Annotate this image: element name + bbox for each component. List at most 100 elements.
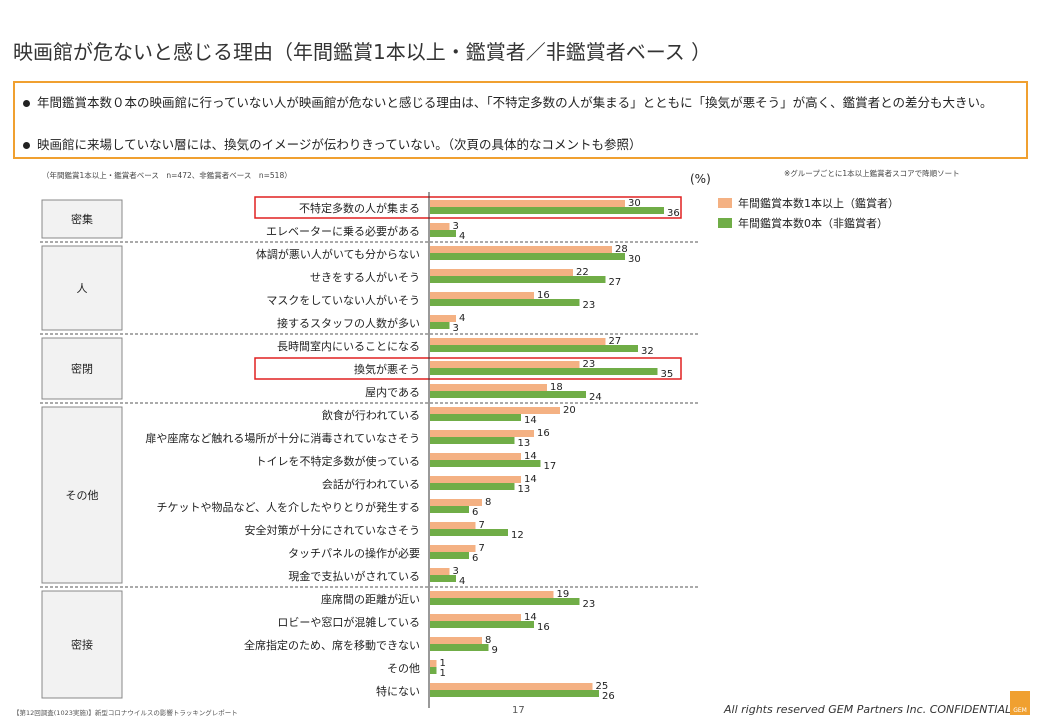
value-label-series2: 36: [667, 208, 680, 219]
category-label: エレベーターに乗る必要がある: [266, 224, 420, 238]
value-label-series2: 13: [518, 438, 531, 449]
bullet-dot-icon: [23, 142, 30, 149]
bar-series2: [430, 575, 456, 582]
copyright: All rights reserved GEM Partners Inc. CO…: [724, 703, 1012, 716]
bar-series1: [430, 683, 593, 690]
bar-series2: [430, 253, 625, 260]
bar-series1: [430, 476, 521, 483]
bar-series2: [430, 552, 469, 559]
value-label-series1: 7: [479, 543, 485, 554]
category-label: 体調が悪い人がいても分からない: [256, 247, 420, 261]
value-label-series1: 4: [459, 313, 465, 324]
category-label: ロビーや窓口が混雑している: [277, 615, 420, 629]
value-label-series2: 9: [492, 645, 498, 656]
bar-series2: [430, 414, 521, 421]
bar-series1: [430, 223, 450, 230]
category-label: タッチパネルの操作が必要: [288, 546, 420, 560]
value-label-series1: 7: [479, 520, 485, 531]
bar-series1: [430, 568, 450, 575]
bar-series2: [430, 276, 606, 283]
bar-series1: [430, 384, 547, 391]
group-label: 密接: [71, 638, 93, 652]
value-label-series1: 19: [557, 589, 570, 600]
value-label-series1: 18: [550, 382, 563, 393]
chart-legend: 年間鑑賞本数1本以上（鑑賞者） 年間鑑賞本数0本（非鑑賞者）: [718, 193, 899, 233]
value-label-series2: 4: [459, 576, 465, 587]
legend-swatch-series2: [718, 218, 732, 228]
bar-series1: [430, 338, 606, 345]
category-label: 扉や座席など触れる場所が十分に消毒されていなさそう: [145, 431, 420, 445]
bar-series2: [430, 644, 489, 651]
value-label-series1: 27: [609, 336, 622, 347]
category-label: 会話が行われている: [322, 477, 420, 491]
page-title: 映画館が危ないと感じる理由（年間鑑賞1本以上・鑑賞者／非鑑賞者ベース ）: [13, 40, 712, 64]
value-label-series2: 26: [602, 691, 615, 702]
value-label-series2: 30: [628, 254, 641, 265]
category-label: 不特定多数の人が集まる: [299, 201, 420, 215]
value-label-series2: 6: [472, 553, 478, 564]
legend-item-series2: 年間鑑賞本数0本（非鑑賞者）: [718, 213, 899, 233]
value-label-series1: 20: [563, 405, 576, 416]
value-label-series2: 4: [459, 231, 465, 242]
value-label-series1: 16: [537, 290, 550, 301]
value-label-series1: 28: [615, 244, 628, 255]
category-label: 現金で支払いがされている: [288, 569, 420, 583]
category-label: 座席間の距離が近い: [321, 592, 420, 606]
unit-label: (%): [690, 172, 711, 186]
value-label-series1: 25: [596, 681, 609, 692]
bar-series1: [430, 315, 456, 322]
group-box: [41, 337, 123, 400]
highlight-box: [254, 196, 682, 219]
group-label: 人: [77, 282, 88, 295]
bar-series1: [430, 269, 573, 276]
legend-item-series1: 年間鑑賞本数1本以上（鑑賞者）: [718, 193, 899, 213]
bar-series1: [430, 545, 476, 552]
category-label: 屋内である: [365, 385, 420, 399]
summary-text-2: 映画館に来場していない層には、換気のイメージが伝わりきっていない。（次頁の具体的…: [37, 137, 642, 152]
value-label-series2: 32: [641, 346, 654, 357]
summary-bullet-1: 年間鑑賞本数０本の映画館に行っていない人が映画館が危ないと感じる理由は、「不特定…: [23, 93, 1022, 113]
sample-size-note: （年間鑑賞1本以上・鑑賞者ベース n=472、非鑑賞者ベース n=518）: [42, 171, 292, 180]
category-label: 接するスタッフの人数が多い: [277, 316, 420, 330]
category-label: トイレを不特定多数が使っている: [256, 454, 420, 468]
summary-box: 年間鑑賞本数０本の映画館に行っていない人が映画館が危ないと感じる理由は、「不特定…: [13, 81, 1028, 159]
value-label-series1: 30: [628, 198, 641, 209]
group-box: [41, 590, 123, 699]
value-label-series1: 8: [485, 497, 491, 508]
value-label-series2: 17: [544, 461, 557, 472]
bar-series2: [430, 529, 508, 536]
page-number: 17: [512, 705, 525, 716]
value-label-series1: 3: [453, 566, 459, 577]
value-label-series2: 16: [537, 622, 550, 633]
summary-text-1: 年間鑑賞本数０本の映画館に行っていない人が映画館が危ないと感じる理由は、「不特定…: [37, 95, 993, 110]
value-label-series1: 14: [524, 474, 537, 485]
bar-series1: [430, 292, 534, 299]
bar-series2: [430, 598, 580, 605]
bar-series2: [430, 667, 437, 674]
legend-label-series2: 年間鑑賞本数0本（非鑑賞者）: [738, 217, 888, 230]
category-label: チケットや物品など、人を介したやりとりが発生する: [157, 500, 420, 514]
group-box: [41, 245, 123, 331]
value-label-series2: 35: [661, 369, 674, 380]
bar-series2: [430, 690, 599, 697]
legend-label-series1: 年間鑑賞本数1本以上（鑑賞者）: [738, 197, 899, 210]
bar-series2: [430, 621, 534, 628]
value-label-series1: 14: [524, 612, 537, 623]
category-label: 特にない: [376, 684, 420, 698]
bar-series2: [430, 322, 450, 329]
bar-series1: [430, 200, 625, 207]
group-label: 密閉: [71, 362, 93, 376]
value-label-series2: 14: [524, 415, 537, 426]
value-label-series2: 3: [453, 323, 459, 334]
bar-series1: [430, 246, 612, 253]
legend-swatch-series1: [718, 198, 732, 208]
value-label-series1: 14: [524, 451, 537, 462]
category-label: 安全対策が十分にされていなさそう: [245, 523, 420, 537]
value-label-series2: 6: [472, 507, 478, 518]
value-label-series1: 1: [440, 658, 446, 669]
value-label-series1: 16: [537, 428, 550, 439]
company-logo: GEM: [1010, 691, 1030, 715]
category-label: せきをする人がいそう: [310, 270, 420, 284]
bar-series2: [430, 299, 580, 306]
bar-series1: [430, 453, 521, 460]
